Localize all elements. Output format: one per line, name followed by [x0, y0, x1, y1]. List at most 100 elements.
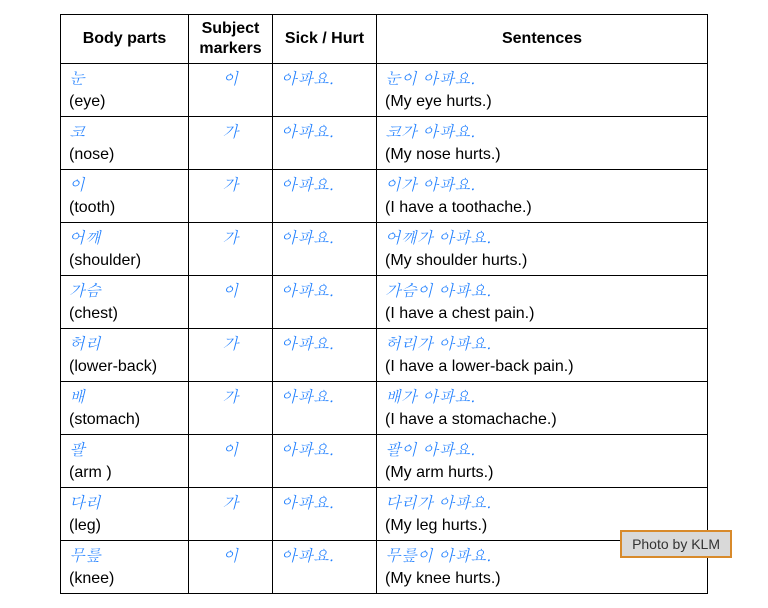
table-row: 이(tooth)가아파요.이가 아파요.(I have a toothache.… — [61, 170, 708, 223]
marker-korean: 가 — [223, 172, 239, 195]
body-part-korean: 코 — [69, 119, 180, 143]
body-part-korean: 팔 — [69, 437, 180, 461]
body-part-english: (leg) — [69, 514, 180, 538]
marker-korean: 가 — [223, 225, 239, 248]
sentence-korean: 코가 아파요. — [385, 119, 699, 143]
cell-body-part: 이(tooth) — [61, 170, 189, 223]
cell-marker: 가 — [189, 170, 273, 223]
sick-korean: 아파요. — [281, 543, 334, 566]
cell-body-part: 가슴(chest) — [61, 276, 189, 329]
sick-korean: 아파요. — [281, 331, 334, 354]
cell-sentence: 가슴이 아파요.(I have a chest pain.) — [377, 276, 708, 329]
body-part-english: (chest) — [69, 302, 180, 326]
sick-korean: 아파요. — [281, 437, 334, 460]
cell-body-part: 배(stomach) — [61, 382, 189, 435]
sentence-english: (I have a stomachache.) — [385, 408, 699, 432]
body-part-korean: 허리 — [69, 331, 180, 355]
cell-sick: 아파요. — [273, 382, 377, 435]
marker-korean: 이 — [223, 437, 239, 460]
body-part-english: (shoulder) — [69, 249, 180, 273]
photo-credit: Photo by KLM — [620, 530, 732, 558]
marker-korean: 이 — [223, 66, 239, 89]
body-part-korean: 다리 — [69, 490, 180, 514]
cell-sick: 아파요. — [273, 435, 377, 488]
body-part-english: (lower-back) — [69, 355, 180, 379]
cell-body-part: 어깨(shoulder) — [61, 223, 189, 276]
table-body: 눈(eye)이아파요.눈이 아파요.(My eye hurts.)코(nose)… — [61, 64, 708, 594]
cell-sentence: 팔이 아파요.(My arm hurts.) — [377, 435, 708, 488]
header-sentences: Sentences — [377, 15, 708, 64]
cell-sick: 아파요. — [273, 117, 377, 170]
cell-body-part: 코(nose) — [61, 117, 189, 170]
cell-marker: 이 — [189, 435, 273, 488]
sentence-korean: 배가 아파요. — [385, 384, 699, 408]
cell-body-part: 무릎(knee) — [61, 541, 189, 594]
body-part-english: (tooth) — [69, 196, 180, 220]
sentence-english: (My knee hurts.) — [385, 567, 699, 591]
sentence-english: (I have a chest pain.) — [385, 302, 699, 326]
sentence-english: (I have a toothache.) — [385, 196, 699, 220]
cell-sick: 아파요. — [273, 170, 377, 223]
table-row: 배(stomach) 가 아파요. 배가 아파요.(I have a stomacha… — [61, 382, 708, 435]
sentence-english: (My arm hurts.) — [385, 461, 699, 485]
cell-sick: 아파요. — [273, 541, 377, 594]
cell-marker: 이 — [189, 64, 273, 117]
body-part-english: (arm ) — [69, 461, 180, 485]
header-row: Body parts Subject markers Sick / Hurt S… — [61, 15, 708, 64]
table-container: Body parts Subject markers Sick / Hurt S… — [0, 0, 768, 608]
cell-sentence: 눈이 아파요.(My eye hurts.) — [377, 64, 708, 117]
sentence-english: (My nose hurts.) — [385, 143, 699, 167]
cell-body-part: 팔(arm ) — [61, 435, 189, 488]
sick-korean: 아파요. — [281, 384, 334, 407]
sick-korean: 아파요. — [281, 225, 334, 248]
cell-marker: 가 — [189, 329, 273, 382]
cell-marker: 가 — [189, 117, 273, 170]
marker-korean: 가 — [223, 384, 239, 407]
body-part-english: (stomach) — [69, 408, 180, 432]
marker-korean: 이 — [223, 278, 239, 301]
cell-sick: 아파요. — [273, 488, 377, 541]
cell-sentence: 이가 아파요.(I have a toothache.) — [377, 170, 708, 223]
sentence-korean: 이가 아파요. — [385, 172, 699, 196]
table-row: 다리(leg)가아파요.다리가 아파요.(My leg hurts.) — [61, 488, 708, 541]
cell-marker: 가 — [189, 488, 273, 541]
marker-korean: 가 — [223, 119, 239, 142]
cell-sentence: 배가 아파요.(I have a stomachache.) — [377, 382, 708, 435]
sentence-korean: 허리가 아파요. — [385, 331, 699, 355]
sentence-korean: 눈이 아파요. — [385, 66, 699, 90]
body-part-korean: 이 — [69, 172, 180, 196]
cell-sick: 아파요. — [273, 276, 377, 329]
table-row: 무릎(knee)이아파요.무릎이 아파요.(My knee hurts.) — [61, 541, 708, 594]
sick-korean: 아파요. — [281, 278, 334, 301]
cell-sentence: 허리가 아파요.(I have a lower-back pain.) — [377, 329, 708, 382]
body-part-korean: 눈 — [69, 66, 180, 90]
sentence-korean: 어깨가 아파요. — [385, 225, 699, 249]
body-part-english: (knee) — [69, 567, 180, 591]
body-part-korean: 무릎 — [69, 543, 180, 567]
cell-sentence: 코가 아파요.(My nose hurts.) — [377, 117, 708, 170]
body-part-english: (eye) — [69, 90, 180, 114]
sentence-korean: 가슴이 아파요. — [385, 278, 699, 302]
body-part-korean: 어깨 — [69, 225, 180, 249]
body-part-korean: 배 — [69, 384, 180, 408]
table-row: 어깨(shoulder)가아파요.어깨가 아파요.(My shoulder hu… — [61, 223, 708, 276]
table-row: 눈(eye)이아파요.눈이 아파요.(My eye hurts.) — [61, 64, 708, 117]
table-row: 가슴(chest) 이 아파요. 가슴이 아파요.(I have a chest pa… — [61, 276, 708, 329]
sick-korean: 아파요. — [281, 490, 334, 513]
table-row: 허리(lower-back) 가 아파요. 허리가 아파요.(I have a low… — [61, 329, 708, 382]
sentence-english: (My eye hurts.) — [385, 90, 699, 114]
table-row: 코(nose) 가 아파요. 코가 아파요.(My nose hurts.) — [61, 117, 708, 170]
marker-korean: 가 — [223, 490, 239, 513]
sentence-korean: 다리가 아파요. — [385, 490, 699, 514]
header-body-parts: Body parts — [61, 15, 189, 64]
cell-sick: 아파요. — [273, 329, 377, 382]
marker-korean: 가 — [223, 331, 239, 354]
cell-body-part: 다리(leg) — [61, 488, 189, 541]
marker-korean: 이 — [223, 543, 239, 566]
header-subject-markers: Subject markers — [189, 15, 273, 64]
cell-sick: 아파요. — [273, 223, 377, 276]
cell-marker: 가 — [189, 223, 273, 276]
body-parts-table: Body parts Subject markers Sick / Hurt S… — [60, 14, 708, 594]
sick-korean: 아파요. — [281, 119, 334, 142]
cell-body-part: 눈(eye) — [61, 64, 189, 117]
